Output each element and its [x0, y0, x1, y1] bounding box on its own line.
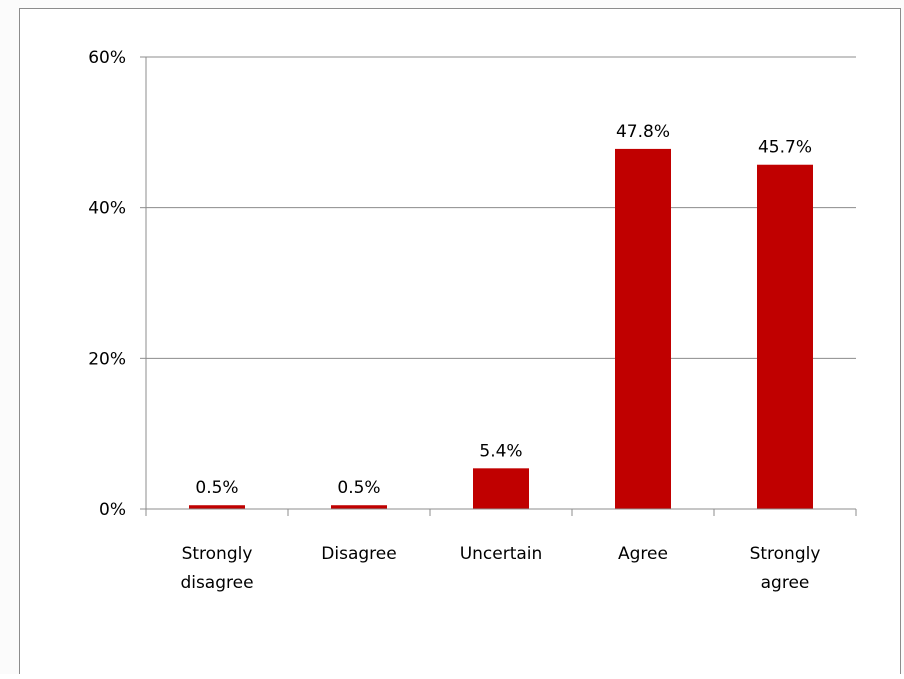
y-tick-label: 0%	[99, 500, 126, 520]
x-tick-label: Strongly agree	[750, 544, 821, 593]
x-tick-label: Strongly disagree	[180, 544, 253, 593]
y-tick-label: 60%	[88, 48, 126, 68]
x-tick-label: Disagree	[321, 544, 396, 564]
data-label: 45.7%	[758, 138, 812, 158]
x-tick-label: Uncertain	[460, 544, 543, 564]
x-tick-label: Agree	[618, 544, 668, 564]
chart-area: 0% 20% 40% 60% 0.5% Strongly disagree 0.5% Disag…	[19, 8, 901, 674]
data-label: 47.8%	[616, 122, 670, 142]
bar	[189, 505, 245, 509]
bar-chart: 0% 20% 40% 60% 0.5% Strongly disagree 0.5% Disag…	[88, 48, 857, 593]
data-label: 0.5%	[337, 478, 380, 498]
y-tick-label: 20%	[88, 349, 126, 369]
data-label: 0.5%	[195, 478, 238, 498]
data-label: 5.4%	[479, 441, 522, 461]
bar	[331, 505, 387, 509]
bar	[615, 148, 671, 509]
y-tick-label: 40%	[88, 199, 126, 219]
bar	[757, 164, 813, 509]
bar	[473, 468, 529, 509]
